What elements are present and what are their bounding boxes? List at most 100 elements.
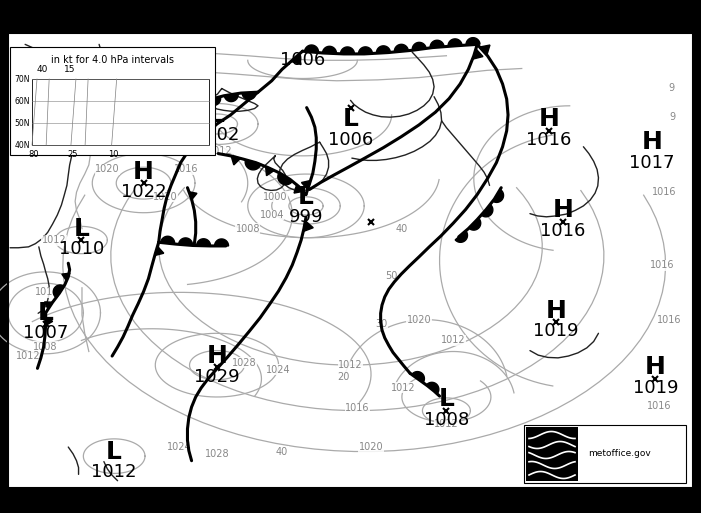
Polygon shape — [215, 239, 229, 246]
Polygon shape — [493, 189, 503, 203]
Text: 40: 40 — [36, 65, 48, 73]
Text: 1016: 1016 — [540, 222, 585, 240]
Text: L: L — [38, 301, 53, 325]
Text: H: H — [641, 130, 662, 154]
Text: H: H — [538, 107, 559, 131]
Text: L: L — [209, 103, 225, 127]
Text: 1016: 1016 — [57, 87, 82, 97]
Text: 1019: 1019 — [533, 322, 579, 340]
Text: H: H — [545, 299, 566, 323]
Polygon shape — [207, 96, 221, 106]
Text: 1016: 1016 — [657, 314, 681, 325]
Polygon shape — [231, 156, 240, 165]
Polygon shape — [341, 47, 355, 54]
Text: 1028: 1028 — [232, 358, 257, 368]
Polygon shape — [412, 43, 426, 50]
Polygon shape — [472, 49, 483, 59]
Text: L: L — [298, 185, 314, 209]
Text: 1028: 1028 — [205, 449, 229, 459]
Text: L: L — [438, 387, 454, 411]
Text: 1007: 1007 — [23, 324, 69, 342]
Polygon shape — [189, 192, 197, 200]
Bar — [8, 33, 693, 488]
Text: 1022: 1022 — [121, 183, 166, 201]
Text: 1016: 1016 — [136, 65, 161, 74]
Text: 1012: 1012 — [91, 463, 137, 481]
Polygon shape — [426, 382, 439, 393]
Text: 1012: 1012 — [132, 48, 157, 58]
Text: H: H — [552, 199, 573, 223]
Text: H: H — [133, 160, 154, 184]
Polygon shape — [278, 172, 292, 185]
Polygon shape — [291, 54, 301, 65]
Text: 1010: 1010 — [59, 240, 104, 258]
Polygon shape — [430, 40, 444, 48]
Polygon shape — [242, 92, 256, 100]
Polygon shape — [44, 302, 53, 309]
Text: in kt for 4.0 hPa intervals: in kt for 4.0 hPa intervals — [51, 55, 174, 65]
Polygon shape — [455, 231, 468, 242]
Text: 20: 20 — [337, 371, 350, 382]
Text: 1016: 1016 — [345, 403, 369, 413]
Polygon shape — [62, 273, 70, 281]
Text: 1012: 1012 — [434, 419, 458, 429]
Text: 1016: 1016 — [650, 260, 674, 270]
Text: L: L — [107, 440, 122, 464]
Text: 60N: 60N — [15, 96, 30, 106]
Polygon shape — [245, 160, 261, 170]
Text: 1002: 1002 — [194, 126, 240, 144]
Text: 1008: 1008 — [236, 224, 260, 233]
Text: 1020: 1020 — [95, 165, 120, 174]
Text: 9: 9 — [669, 112, 676, 122]
Text: 1012: 1012 — [338, 360, 363, 370]
Polygon shape — [448, 39, 462, 46]
Text: 1016: 1016 — [35, 287, 60, 298]
Text: 1012: 1012 — [208, 146, 233, 156]
Polygon shape — [469, 218, 481, 230]
Text: L: L — [74, 216, 89, 241]
Polygon shape — [179, 238, 193, 245]
Polygon shape — [358, 47, 372, 54]
Text: 1024: 1024 — [167, 442, 191, 452]
Text: 1000: 1000 — [263, 192, 287, 202]
Text: 1012: 1012 — [41, 235, 66, 245]
Text: 1020: 1020 — [154, 192, 178, 202]
Text: 999: 999 — [289, 208, 323, 226]
Polygon shape — [479, 45, 490, 55]
Text: 1004: 1004 — [259, 210, 284, 220]
Text: 1012: 1012 — [36, 119, 62, 129]
Polygon shape — [304, 45, 318, 53]
Polygon shape — [196, 239, 210, 246]
Polygon shape — [411, 371, 424, 383]
Polygon shape — [481, 205, 493, 217]
Text: 1019: 1019 — [632, 379, 678, 397]
Text: 1024: 1024 — [266, 365, 291, 374]
Text: 50N: 50N — [15, 119, 30, 128]
Bar — [524, 425, 686, 483]
Polygon shape — [376, 46, 390, 53]
Text: 70N: 70N — [15, 74, 30, 84]
Text: 80: 80 — [29, 150, 39, 159]
Polygon shape — [46, 317, 53, 326]
Text: 1012: 1012 — [16, 351, 41, 361]
Text: H: H — [207, 344, 227, 368]
Polygon shape — [224, 93, 238, 102]
Text: H: H — [645, 356, 666, 380]
Text: 1016: 1016 — [174, 165, 198, 174]
Polygon shape — [466, 37, 480, 45]
Text: 1008: 1008 — [34, 342, 58, 352]
Text: 1012: 1012 — [441, 335, 465, 345]
Text: 25: 25 — [68, 150, 79, 159]
Text: 1016: 1016 — [526, 131, 572, 149]
Text: 9: 9 — [668, 83, 674, 93]
Text: 1020: 1020 — [407, 314, 431, 325]
Polygon shape — [155, 246, 164, 255]
Text: 40: 40 — [276, 447, 288, 457]
Text: 1016: 1016 — [652, 187, 676, 198]
Text: 1029: 1029 — [194, 367, 240, 386]
Polygon shape — [174, 108, 187, 118]
Polygon shape — [266, 166, 274, 175]
Text: 1012: 1012 — [391, 383, 416, 393]
Text: 1006: 1006 — [280, 51, 325, 69]
Polygon shape — [161, 236, 175, 244]
